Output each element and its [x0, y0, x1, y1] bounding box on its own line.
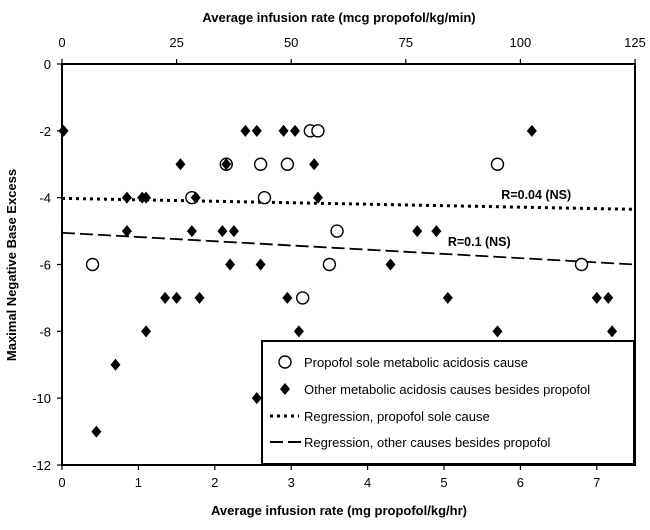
legend-label-other-causes: Other metabolic acidosis causes besides … [304, 382, 590, 397]
y-tick-label: -4 [39, 191, 51, 206]
point-other-cause [141, 325, 152, 338]
point-sole-cause [280, 157, 295, 171]
point-sole-cause [330, 224, 344, 238]
point-other-cause [171, 291, 182, 304]
x2-tick-label: 75 [399, 35, 413, 50]
point-other-cause [121, 191, 132, 204]
point-other-cause [412, 225, 423, 238]
x2-tick-label: 50 [284, 35, 298, 50]
point-other-cause [221, 158, 232, 171]
point-other-cause [282, 291, 293, 304]
x-tick-label: 5 [440, 475, 447, 490]
point-other-cause [251, 124, 262, 137]
regression-layer: R=0.04 (NS) R=0.1 (NS) [61, 188, 636, 266]
point-other-cause [309, 158, 320, 171]
point-other-cause [442, 291, 453, 304]
x2-tick-label: 0 [58, 35, 65, 50]
point-other-cause [186, 225, 197, 238]
point-other-cause [251, 392, 262, 405]
y-axis-title: Maximal Negative Base Excess [4, 169, 19, 361]
y-tick-label: -12 [32, 458, 51, 473]
bottom-axis-title: Average infusion rate (mg propofol/kg/hr… [211, 503, 467, 518]
point-other-cause [175, 158, 186, 171]
point-other-cause [591, 291, 602, 304]
legend-label-sole-cause: Propofol sole metabolic acidosis cause [304, 355, 528, 370]
y-tick-label: 0 [44, 57, 51, 72]
x2-tick-label: 100 [510, 35, 532, 50]
x-tick-label: 1 [135, 475, 142, 490]
point-other-cause [240, 124, 251, 137]
regression-label-other-causes: R=0.1 (NS) [448, 235, 511, 249]
regression-line-other-causes [61, 231, 636, 266]
x-tick-label: 6 [517, 475, 524, 490]
point-sole-cause [574, 257, 589, 272]
point-sole-cause [85, 257, 100, 272]
point-sole-cause [257, 190, 272, 205]
legend-label-regression-other: Regression, other causes besides propofo… [304, 435, 551, 450]
point-other-cause [492, 325, 503, 338]
regression-label-sole-cause: R=0.04 (NS) [501, 188, 571, 202]
point-other-cause [385, 258, 396, 271]
point-other-cause [290, 124, 301, 137]
legend: Propofol sole metabolic acidosis cause O… [261, 340, 635, 465]
y-tick-label: -6 [39, 258, 51, 273]
x2-tick-label: 25 [169, 35, 183, 50]
x-tick-label: 7 [593, 475, 600, 490]
point-other-cause [607, 325, 618, 338]
point-sole-cause [490, 157, 505, 171]
legend-diamond-marker [280, 383, 290, 395]
x-tick-label: 0 [58, 475, 65, 490]
point-other-cause [190, 191, 201, 204]
regression-line-sole-cause [61, 196, 636, 211]
point-other-cause [255, 258, 266, 271]
point-other-cause [194, 291, 205, 304]
point-other-cause [526, 124, 537, 137]
point-other-cause [217, 225, 228, 238]
point-other-cause [91, 425, 102, 438]
y-tick-label: -10 [32, 391, 51, 406]
point-other-cause [110, 358, 121, 371]
point-sole-cause [322, 257, 337, 272]
x-tick-label: 2 [211, 475, 218, 490]
y-tick-label: -2 [39, 124, 51, 139]
point-sole-cause [253, 157, 268, 171]
point-other-cause [121, 225, 132, 238]
point-other-cause [160, 291, 171, 304]
point-other-cause [603, 291, 614, 304]
point-other-cause [225, 258, 236, 271]
point-other-cause [431, 225, 442, 238]
point-other-cause [141, 191, 152, 204]
legend-box [261, 340, 635, 465]
point-other-cause [278, 124, 289, 137]
point-other-cause [312, 191, 323, 204]
points-layer [58, 124, 618, 438]
point-other-cause [228, 225, 239, 238]
point-sole-cause [311, 124, 325, 138]
point-other-cause [293, 325, 304, 338]
legend-label-regression-sole: Regression, propofol sole cause [304, 409, 490, 424]
y-tick-label: -8 [39, 324, 51, 339]
x-tick-label: 4 [364, 475, 371, 490]
point-sole-cause [295, 291, 310, 305]
x2-tick-label: 125 [624, 35, 646, 50]
x-tick-label: 3 [288, 475, 295, 490]
legend-open-circle-marker [278, 355, 292, 369]
top-axis-title: Average infusion rate (mcg propofol/kg/m… [202, 10, 475, 25]
